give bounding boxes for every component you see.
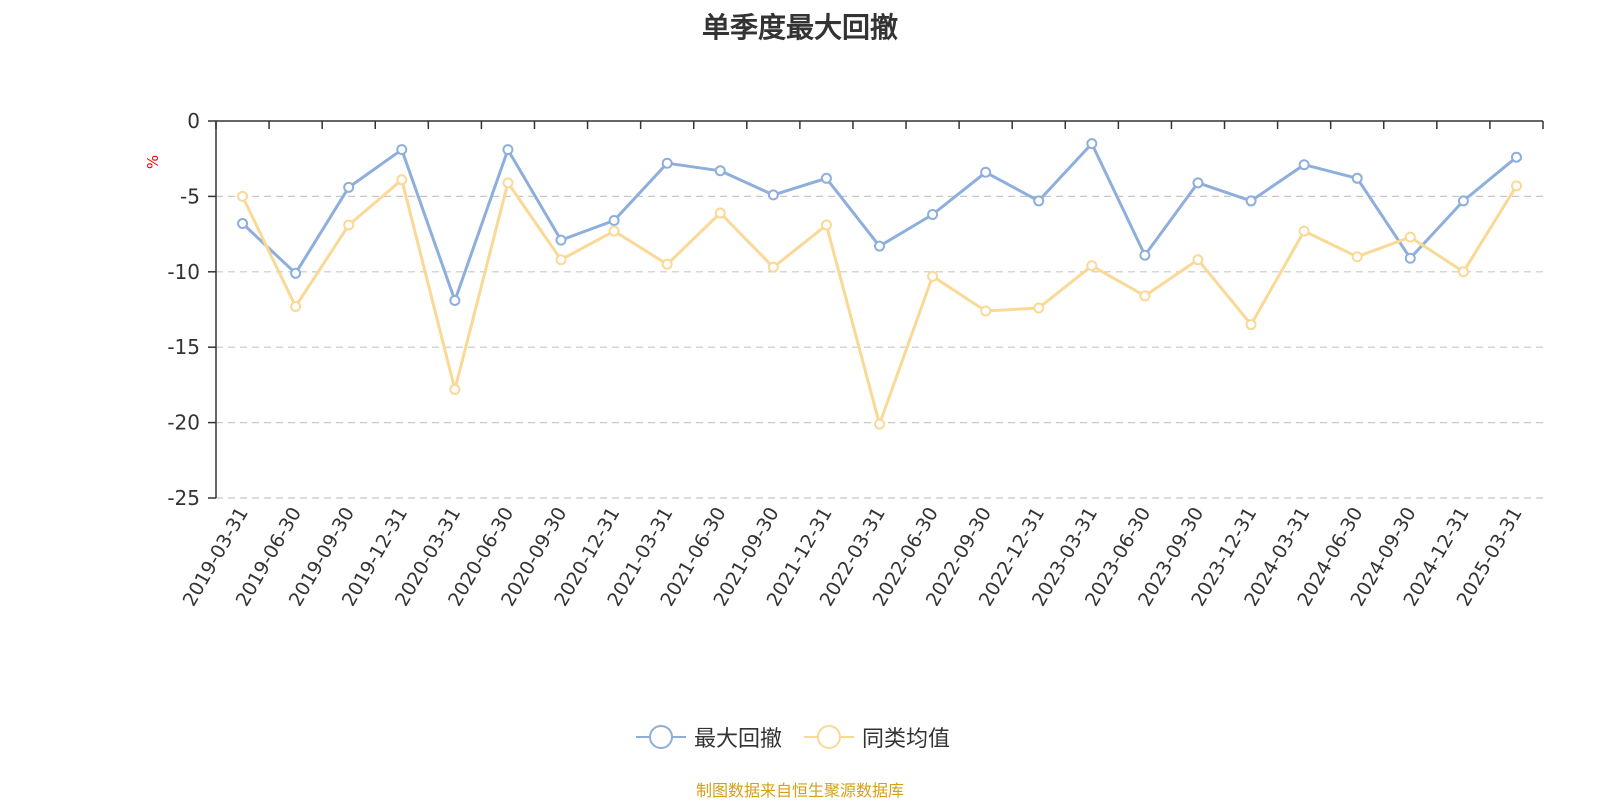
- series-1-point: [874, 418, 885, 430]
- y-tick-label: -15: [167, 335, 200, 359]
- series-1-point: [449, 383, 461, 395]
- legend: 最大回撤 同类均值: [636, 722, 950, 752]
- series-1-point: [1457, 266, 1469, 278]
- series-1-point: [714, 207, 726, 219]
- series-1-point: [767, 261, 779, 273]
- series-1-point: [1033, 302, 1045, 314]
- series-0-point: [449, 294, 461, 306]
- series-1-point: [980, 305, 992, 317]
- series-1-point: [1404, 231, 1416, 243]
- series-0-point: [290, 267, 302, 279]
- chart-title: 单季度最大回撤: [701, 11, 898, 44]
- series-1-point: [608, 225, 620, 237]
- series-0-point: [1033, 195, 1045, 207]
- series-0-point: [661, 157, 673, 169]
- y-axis-unit-label: %: [144, 155, 162, 169]
- y-tick-label: -5: [180, 184, 200, 208]
- y-tick-label: -25: [167, 486, 200, 510]
- series-line-0: [241, 142, 1518, 302]
- legend-label-max-drawdown: 最大回撤: [694, 727, 783, 752]
- series-lines: [237, 138, 1522, 430]
- y-tick-label: -20: [167, 411, 200, 435]
- series-1-point: [237, 190, 249, 202]
- series-line-1: [241, 178, 1518, 426]
- y-tick-label: 0: [187, 109, 200, 133]
- legend-label-category-average: 同类均值: [862, 727, 951, 752]
- series-1-point: [1139, 290, 1151, 302]
- series-0-point: [555, 234, 567, 246]
- series-0-point: [927, 208, 939, 220]
- series-1-point: [1510, 180, 1522, 192]
- series-0-point: [874, 240, 885, 252]
- series-1-point: [555, 254, 567, 266]
- series-0-point: [714, 165, 726, 177]
- series-1-point: [1086, 260, 1098, 272]
- axes: [208, 120, 1544, 499]
- series-0-point: [767, 189, 779, 201]
- series-1-point: [502, 177, 514, 189]
- series-0-point: [980, 166, 992, 178]
- series-1-point: [290, 300, 302, 312]
- series-1-point: [1298, 225, 1310, 237]
- series-0-point: [396, 144, 408, 156]
- series-1-point: [1351, 251, 1363, 263]
- series-1-point: [343, 219, 355, 231]
- series-0-point: [1351, 172, 1363, 184]
- series-1-point: [1245, 319, 1257, 331]
- series-1-point: [1192, 254, 1204, 266]
- series-0-point: [820, 172, 832, 184]
- legend-marker-max-drawdown: [636, 725, 686, 749]
- y-tick-label: -10: [167, 260, 200, 284]
- series-0-point: [1510, 151, 1522, 163]
- series-0-point: [1139, 249, 1151, 261]
- series-0-point: [1404, 252, 1416, 264]
- legend-item-max-drawdown[interactable]: 最大回撤: [636, 721, 782, 753]
- series-1-point: [820, 219, 832, 231]
- series-0-point: [502, 144, 514, 156]
- legend-item-category-average[interactable]: 同类均值: [804, 721, 950, 753]
- series-1-point: [927, 270, 939, 282]
- series-1-point: [396, 174, 408, 186]
- legend-marker-category-average: [804, 725, 855, 749]
- series-0-point: [1245, 195, 1257, 207]
- series-0-point: [343, 181, 355, 193]
- series-0-point: [1298, 159, 1310, 171]
- series-0-point: [237, 218, 249, 230]
- series-0-point: [1086, 138, 1098, 150]
- series-0-point: [608, 215, 620, 227]
- series-0-point: [1457, 195, 1469, 207]
- series-1-point: [661, 258, 673, 270]
- series-0-point: [1192, 177, 1204, 189]
- source-note: 制图数据来自恒生聚源数据库: [695, 781, 904, 800]
